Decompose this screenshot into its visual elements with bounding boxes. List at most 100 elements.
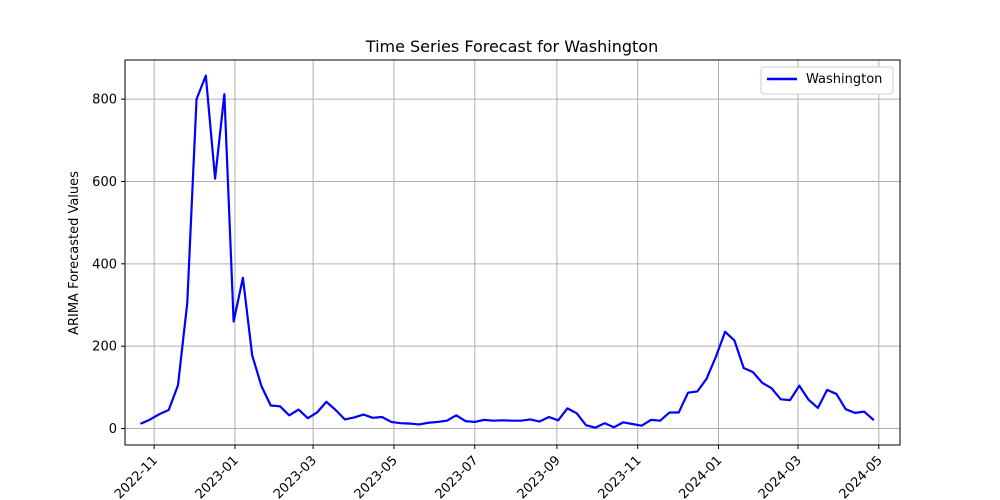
data-point <box>529 418 532 421</box>
data-point <box>557 419 560 422</box>
data-point <box>260 385 263 387</box>
data-point <box>613 426 615 429</box>
data-point <box>844 408 847 410</box>
data-point <box>575 412 578 415</box>
data-point <box>455 414 458 417</box>
data-point <box>158 413 161 415</box>
data-point <box>297 408 300 411</box>
data-point <box>696 390 699 393</box>
x-tick-label: 2024-01 <box>676 453 725 500</box>
x-tick-label: 2023-11 <box>595 453 644 500</box>
data-point <box>427 421 430 424</box>
data-point <box>761 382 764 384</box>
data-point <box>538 420 541 423</box>
data-point <box>835 393 838 395</box>
axes-frame <box>124 59 901 446</box>
y-tick-label: 800 <box>92 93 117 108</box>
data-point <box>186 302 189 304</box>
y-axis-label: ARIMA Forecasted Values <box>67 171 82 335</box>
x-tick-label: 2023-01 <box>193 453 242 500</box>
data-point <box>742 367 745 369</box>
data-point <box>167 409 170 411</box>
data-point <box>307 417 309 420</box>
y-tick-label: 200 <box>92 340 117 355</box>
data-point <box>511 419 513 422</box>
legend: Washington <box>760 66 894 95</box>
legend-label-washington: Washington <box>806 72 882 87</box>
data-point <box>362 413 365 416</box>
data-point <box>242 277 244 279</box>
data-point <box>205 74 207 77</box>
data-point <box>640 424 643 427</box>
data-point <box>214 177 216 180</box>
y-tick-label: 400 <box>92 257 117 272</box>
x-tick-label: 2023-07 <box>433 453 482 500</box>
data-point <box>705 377 708 380</box>
data-point <box>492 419 495 422</box>
data-point <box>269 404 272 407</box>
x-tick-label: 2023-05 <box>352 453 401 500</box>
data-point <box>863 410 866 413</box>
plot-area <box>140 74 875 429</box>
data-point <box>566 407 569 410</box>
data-point <box>325 400 328 403</box>
data-point <box>779 398 782 401</box>
data-point <box>436 421 439 423</box>
data-point <box>195 98 198 100</box>
data-point <box>381 416 383 418</box>
data-point <box>473 421 476 423</box>
x-tick-label: 2024-05 <box>837 453 886 500</box>
data-point <box>409 422 411 425</box>
x-tick-label: 2022-11 <box>112 453 161 500</box>
data-point <box>344 418 346 421</box>
y-axis: 0 200 400 600 800 <box>92 93 125 437</box>
data-point <box>798 384 801 387</box>
data-point <box>807 398 810 401</box>
data-point <box>594 426 597 429</box>
data-point <box>232 320 235 323</box>
data-point <box>585 424 587 427</box>
data-point <box>548 416 550 418</box>
x-axis: 2022-11 2023-01 2023-03 2023-05 2023-07 2023-… <box>112 445 886 500</box>
data-point <box>826 389 828 391</box>
data-point <box>251 354 253 357</box>
data-point <box>650 419 652 421</box>
data-point <box>399 422 402 424</box>
data-point <box>752 371 754 373</box>
data-point <box>659 419 662 422</box>
data-point <box>483 419 485 421</box>
legend-box <box>760 66 894 95</box>
y-tick-label: 0 <box>109 422 117 437</box>
series-line-washington <box>140 74 875 429</box>
data-point <box>715 356 717 358</box>
data-point <box>140 422 142 425</box>
chart-title: Time Series Forecast for Washington <box>365 37 658 56</box>
data-point <box>223 93 226 95</box>
data-point <box>288 414 291 417</box>
data-point <box>817 407 819 409</box>
data-point <box>149 418 151 421</box>
y-tick-label: 600 <box>92 175 117 190</box>
data-point <box>677 411 680 414</box>
data-point <box>733 339 736 342</box>
data-point <box>279 405 281 408</box>
data-point <box>353 416 355 419</box>
x-tick-label: 2024-03 <box>756 453 805 500</box>
data-point <box>334 409 337 411</box>
data-point <box>390 421 393 423</box>
data-point <box>418 423 420 426</box>
data-point <box>687 391 689 394</box>
data-point <box>789 399 791 401</box>
data-point <box>446 419 448 422</box>
x-tick-label: 2023-03 <box>271 453 320 500</box>
x-tick-label: 2023-09 <box>515 453 564 500</box>
data-point <box>603 422 606 424</box>
data-point <box>520 419 522 422</box>
data-point <box>622 421 624 424</box>
data-point <box>501 419 504 422</box>
data-point <box>316 411 318 414</box>
data-point <box>854 412 856 414</box>
data-point <box>177 384 179 387</box>
data-point <box>371 417 374 419</box>
